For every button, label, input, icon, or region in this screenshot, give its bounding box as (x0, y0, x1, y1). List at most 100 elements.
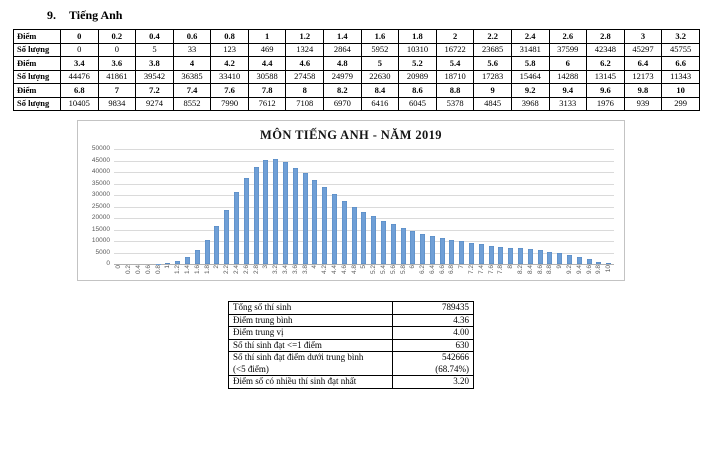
bar-slot (192, 149, 202, 264)
summary-table: Tổng số thí sinh 789435 Điểm trung bình 4.3… (228, 301, 474, 389)
grid-line (114, 206, 614, 208)
score-cell: 9.6 (586, 83, 625, 98)
score-row-label: Điểm (13, 56, 61, 71)
score-cell: 2.4 (510, 29, 550, 44)
score-cell: 6.2 (586, 56, 625, 71)
x-tick-slot: 0.2 (124, 265, 134, 279)
score-cell: 6970 (323, 96, 362, 111)
score-cell: 2.2 (473, 29, 512, 44)
bar-slot (594, 149, 604, 264)
x-tick-label: 10 (605, 265, 613, 273)
x-tick-slot: 9 (555, 265, 565, 279)
bar (214, 225, 220, 264)
x-tick-label: 3.2 (272, 265, 280, 275)
x-tick-slot: 9.8 (594, 265, 604, 279)
x-tick-slot: 8.2 (516, 265, 526, 279)
bar (400, 228, 406, 264)
bar (449, 240, 455, 264)
x-tick-label: 4.6 (340, 265, 348, 275)
x-tick-label: 9.6 (585, 265, 593, 275)
score-cell: 4.8 (323, 56, 362, 71)
bar (341, 200, 347, 264)
score-cell: 6.8 (60, 83, 99, 98)
bar-slot (261, 149, 271, 264)
score-cell: 8 (285, 83, 325, 98)
score-cell: 7.2 (135, 83, 174, 98)
score-cell: 7.8 (247, 83, 287, 98)
x-tick-label: 1.2 (174, 265, 182, 275)
y-tick-label: 40000 (91, 168, 110, 175)
x-tick-label: 3 (262, 265, 270, 269)
score-cell: 7990 (210, 96, 249, 111)
score-cell: 1324 (285, 42, 325, 57)
grid-line (114, 183, 614, 185)
summary-value: 630 (392, 338, 474, 352)
bar (302, 173, 308, 264)
bar-slot (349, 149, 359, 264)
bar-slot (339, 149, 349, 264)
score-cell: 9.2 (510, 83, 550, 98)
score-cell: 37599 (548, 42, 588, 57)
x-tick-label: 5.6 (389, 265, 397, 275)
bar (488, 245, 494, 264)
bar (282, 161, 288, 264)
score-cell: 6045 (398, 96, 437, 111)
x-tick-label: 7.8 (497, 265, 505, 275)
score-cell: 20989 (398, 69, 437, 84)
bar-slot (163, 149, 173, 264)
score-cell: 0.4 (135, 29, 174, 44)
bar (606, 263, 612, 264)
score-cell: 5.6 (473, 56, 512, 71)
bar-slot (418, 149, 428, 264)
section-number: 9. (47, 8, 56, 22)
bar-slot (300, 149, 310, 264)
bar-slot (379, 149, 389, 264)
section-title: Tiếng Anh (69, 8, 123, 22)
score-cell: 8.8 (435, 83, 475, 98)
x-tick-label: 6 (409, 265, 417, 269)
x-tick-slot: 0 (114, 265, 124, 279)
bar (263, 159, 269, 264)
score-table-row: Điểm 6.8 7 7.2 7.4 7.6 7.8 8 8.2 8.4 8.6 8.8 9 9.2 9.4… (13, 83, 700, 98)
score-row-label: Điểm (13, 83, 61, 98)
x-tick-slot: 5.2 (369, 265, 379, 279)
y-tick-label: 10000 (91, 237, 110, 244)
x-tick-label: 0 (115, 265, 123, 269)
x-tick-label: 4.8 (350, 265, 358, 275)
score-cell: 9.4 (548, 83, 588, 98)
bar-slot (251, 149, 261, 264)
summary-value: 789435 (392, 301, 474, 315)
score-cell: 123 (210, 42, 249, 57)
bar-slot (232, 149, 242, 264)
score-cell: 8.6 (398, 83, 437, 98)
grid-line (114, 172, 614, 173)
bar-slot (271, 149, 281, 264)
bar-slot (476, 149, 486, 264)
bar (292, 167, 298, 264)
bar-slot (584, 149, 594, 264)
score-cell: 18710 (435, 69, 475, 84)
bar (576, 256, 582, 264)
score-cell: 5 (135, 42, 174, 57)
x-tick-slot: 7.4 (476, 265, 486, 279)
summary-label: Số thí sinh đạt điểm dưới trung bình (<5… (228, 351, 393, 376)
score-cell: 10310 (398, 42, 437, 57)
score-cell: 4 (172, 56, 212, 71)
bar-slot (388, 149, 398, 264)
x-tick-slot: 1.2 (173, 265, 183, 279)
score-row-label: Số lượng (13, 96, 61, 111)
summary-value: 4.00 (392, 326, 474, 340)
x-tick-slot: 3.6 (290, 265, 300, 279)
x-tick-slot: 1 (163, 265, 173, 279)
x-tick-slot: 2.6 (241, 265, 251, 279)
score-cell: 12173 (623, 69, 663, 84)
x-tick-slot: 7.8 (496, 265, 506, 279)
x-tick-slot: 5 (359, 265, 369, 279)
score-cell: 9274 (135, 96, 174, 111)
score-cell: 5.2 (398, 56, 437, 71)
y-tick-label: 45000 (91, 156, 110, 164)
summary-row: Điểm trung vị 4.00 (228, 326, 474, 340)
score-table-row: Số lượng 0 0 5 33 123 469 1324 2864 5952 10310 1672… (13, 42, 700, 57)
score-cell: 9834 (97, 96, 137, 111)
bar-slot (525, 149, 535, 264)
